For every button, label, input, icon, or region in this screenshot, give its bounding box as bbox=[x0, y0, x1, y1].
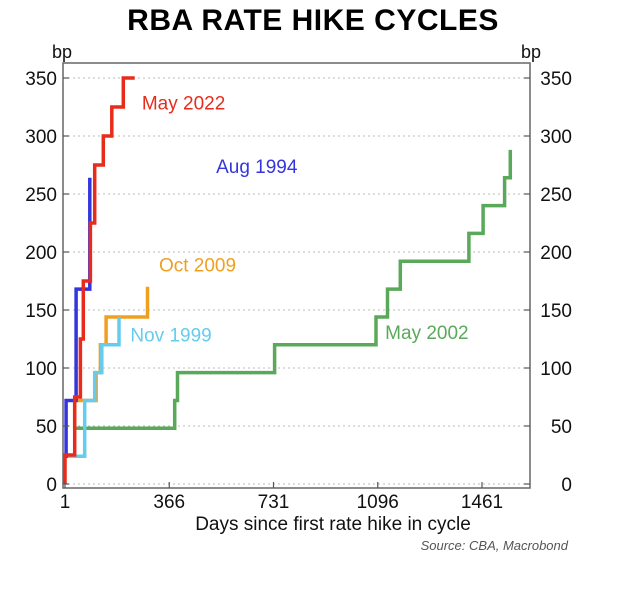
y-tick-label-left: 250 bbox=[25, 185, 57, 206]
series-labels: May 2002 Oct 2009 Nov 1999 Aug 1994 May 2022 bbox=[130, 93, 468, 346]
y-tick-label-left: 300 bbox=[25, 127, 57, 148]
plot-frame bbox=[62, 62, 531, 489]
y-tick-label-right: 350 bbox=[540, 69, 572, 90]
y-axis-unit-right: bp bbox=[521, 42, 541, 62]
y-tick-label-right: 300 bbox=[540, 127, 572, 148]
series-line-may-2022 bbox=[63, 76, 135, 484]
series-label-may-2022: May 2022 bbox=[142, 93, 225, 114]
series-group bbox=[63, 76, 513, 484]
gridlines bbox=[63, 77, 530, 485]
x-tick-label: 366 bbox=[153, 492, 185, 513]
y-tick-label-left: 100 bbox=[25, 359, 57, 380]
x-axis-label: Days since first rate hike in cycle bbox=[195, 514, 471, 535]
chart-title: RBA RATE HIKE CYCLES bbox=[127, 4, 499, 37]
y-tick-label-left: 200 bbox=[25, 243, 57, 264]
series-label-oct-2009: Oct 2009 bbox=[159, 256, 236, 277]
series-label-nov-1999: Nov 1999 bbox=[130, 325, 211, 346]
series-line-nov-1999 bbox=[65, 317, 121, 458]
y-tick-label-right: 150 bbox=[540, 301, 572, 322]
x-tick-label: 1461 bbox=[461, 492, 503, 513]
series-label-may-2002: May 2002 bbox=[385, 323, 468, 344]
y-tick-label-left: 50 bbox=[36, 417, 57, 438]
x-tick-label: 731 bbox=[258, 492, 290, 513]
y-tick-label-right: 200 bbox=[540, 243, 572, 264]
series-label-aug-1994: Aug 1994 bbox=[216, 157, 298, 178]
series-line-may-2002 bbox=[76, 149, 513, 431]
y-tick-label-left: 350 bbox=[25, 69, 57, 90]
y-tick-label-left: 0 bbox=[46, 475, 57, 496]
y-tick-label-right: 250 bbox=[540, 185, 572, 206]
y-axis-unit-left: bp bbox=[52, 42, 72, 62]
x-tick-label: 1096 bbox=[357, 492, 399, 513]
y-tick-label-right: 0 bbox=[561, 475, 572, 496]
y-tick-label-right: 100 bbox=[540, 359, 572, 380]
x-tick-label: 1 bbox=[60, 492, 71, 513]
source-note: Source: CBA, Macrobond bbox=[420, 538, 568, 553]
y-tick-label-right: 50 bbox=[551, 417, 572, 438]
ticks: 0 0 50 50 100 100 150 150 200 200 250 250 300 300 350 3… bbox=[25, 69, 572, 513]
y-tick-label-left: 150 bbox=[25, 301, 57, 322]
